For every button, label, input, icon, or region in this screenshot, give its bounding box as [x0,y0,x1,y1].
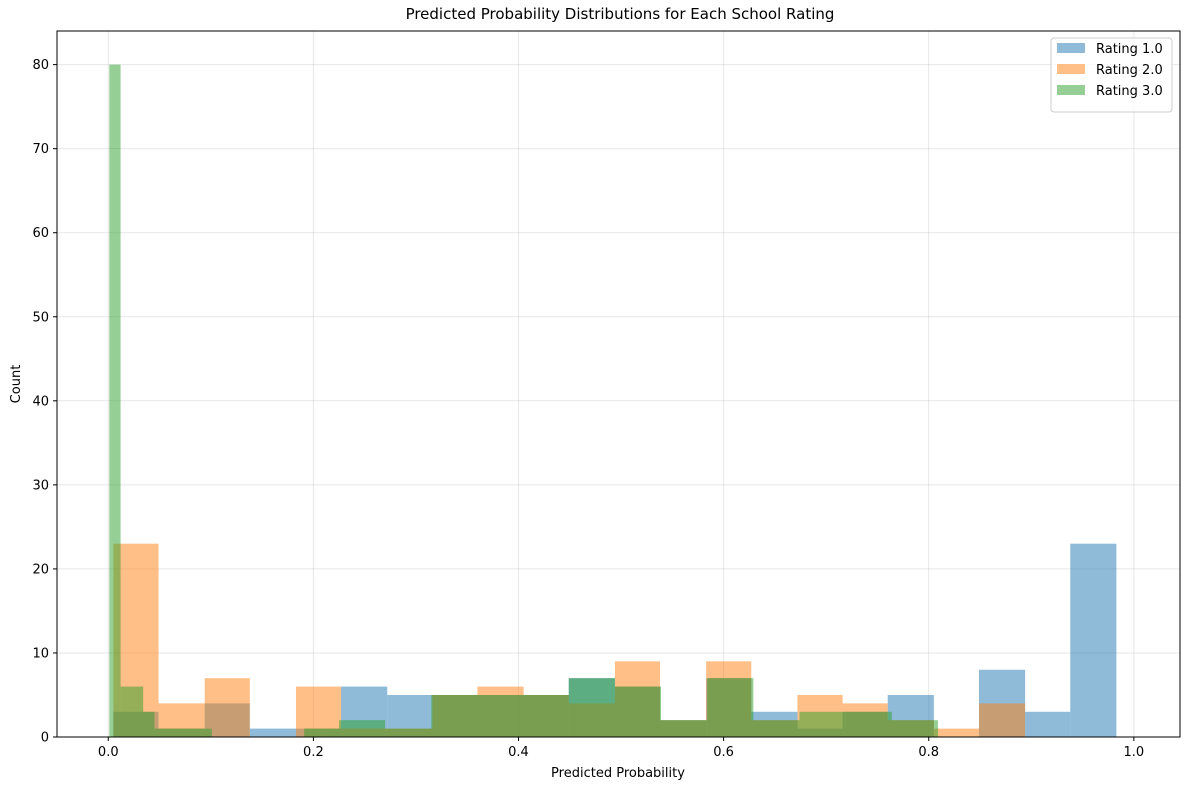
histogram-bar [154,728,212,737]
histogram-bar [845,711,892,737]
y-tick-label: 40 [32,394,49,409]
histogram-bar [614,686,662,737]
histogram-bar [799,711,846,737]
x-tick-label: 0.6 [713,745,734,760]
legend-swatch [1057,64,1085,74]
histogram-bar [707,678,754,737]
x-tick-label: 1.0 [1124,745,1145,760]
legend-label: Rating 3.0 [1096,84,1163,99]
x-axis-label: Predicted Probability [551,766,685,781]
histogram-bar [891,720,938,737]
histogram-bar [109,64,121,738]
y-tick-label: 0 [41,731,49,746]
series-3 [109,64,938,738]
bars-layer [109,64,1117,738]
legend-label: Rating 2.0 [1096,63,1163,78]
x-tick-label: 0.2 [303,745,324,760]
histogram-bar [568,678,615,737]
chart-title: Predicted Probability Distributions for … [406,5,835,23]
histogram-bar [326,728,340,737]
histogram-bar [204,678,250,737]
legend-swatch [1057,85,1085,95]
y-tick-label: 50 [32,310,49,325]
x-tick-label: 0.8 [918,745,939,760]
histogram-bar [385,728,432,737]
histogram-bar [933,728,979,737]
y-tick-label: 80 [32,58,49,73]
grid-layer [57,31,1180,738]
histogram-bar [304,728,327,737]
legend: Rating 1.0 Rating 2.0 Rating 3.0 [1050,37,1173,113]
histogram-bar [120,686,144,737]
histogram-bar [431,694,478,737]
histogram-bar [978,703,1026,737]
y-tick-label: 70 [32,142,49,157]
legend-label: Rating 1.0 [1096,42,1163,57]
histogram-bar [1025,711,1071,737]
x-tick-label: 0.4 [508,745,529,760]
ticks-layer: 0.0 0.2 0.4 0.6 0.8 1.0 0 10 20 30 40 50 60 70 80 [32,58,1144,760]
y-axis-label: Count [9,365,24,404]
legend-swatch [1057,43,1085,53]
histogram-bar [339,720,386,737]
y-tick-label: 20 [32,562,49,577]
histogram-bar [477,694,523,737]
histogram-bar [661,720,708,737]
histogram-bar [522,694,569,737]
histogram-bar [753,720,800,737]
plot-area-frame [56,30,1181,738]
y-tick-label: 60 [32,226,49,241]
y-tick-label: 30 [32,478,49,493]
x-tick-label: 0.0 [98,745,119,760]
histogram-bar [1070,543,1117,737]
histogram-bar [249,728,296,737]
y-tick-label: 10 [32,646,49,661]
histogram-bar [143,711,155,737]
